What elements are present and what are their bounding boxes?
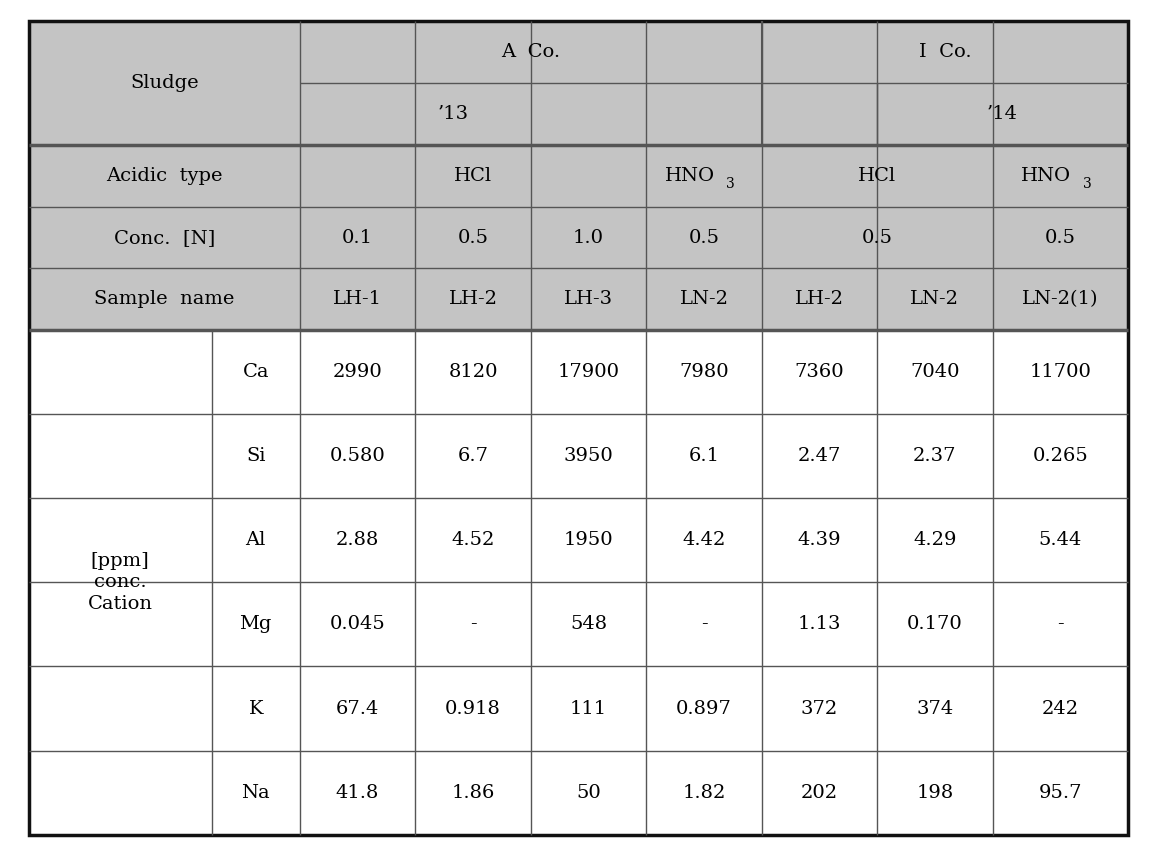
Text: 0.5: 0.5 xyxy=(688,229,720,247)
Text: 4.52: 4.52 xyxy=(451,532,495,550)
Text: -: - xyxy=(701,615,707,633)
Text: LN-2: LN-2 xyxy=(911,290,959,308)
Text: 67.4: 67.4 xyxy=(336,699,379,717)
Text: [ppm]: [ppm] xyxy=(91,552,149,570)
Text: 0.580: 0.580 xyxy=(330,448,385,466)
Text: 0.5: 0.5 xyxy=(1045,229,1076,247)
Text: 3950: 3950 xyxy=(563,448,613,466)
Text: LH-2: LH-2 xyxy=(795,290,843,308)
Text: I  Co.: I Co. xyxy=(919,44,971,62)
Text: 0.045: 0.045 xyxy=(330,615,385,633)
Text: 0.5: 0.5 xyxy=(457,229,488,247)
Text: 0.897: 0.897 xyxy=(676,699,732,717)
Text: A  Co.: A Co. xyxy=(501,44,560,62)
Text: 7040: 7040 xyxy=(911,363,959,381)
Text: LH-2: LH-2 xyxy=(449,290,498,308)
Text: 7360: 7360 xyxy=(795,363,845,381)
Text: Na: Na xyxy=(242,783,270,801)
Text: 374: 374 xyxy=(916,699,953,717)
Text: HCl: HCl xyxy=(454,167,492,185)
Text: 3: 3 xyxy=(1083,176,1091,191)
Text: LN-2: LN-2 xyxy=(679,290,729,308)
Text: LH-1: LH-1 xyxy=(333,290,382,308)
Text: HNO: HNO xyxy=(665,167,715,185)
Text: Cation: Cation xyxy=(88,595,153,613)
Bar xyxy=(29,269,1128,330)
Text: 198: 198 xyxy=(916,783,953,801)
Text: Si: Si xyxy=(246,448,265,466)
Bar xyxy=(29,751,1128,835)
Text: Acidic  type: Acidic type xyxy=(106,167,222,185)
Text: 1.13: 1.13 xyxy=(797,615,841,633)
Text: 242: 242 xyxy=(1041,699,1078,717)
Text: 2.47: 2.47 xyxy=(797,448,841,466)
Bar xyxy=(29,414,1128,498)
Text: 11700: 11700 xyxy=(1030,363,1091,381)
Text: Sample  name: Sample name xyxy=(94,290,235,308)
Text: 3: 3 xyxy=(727,176,735,191)
Text: 4.42: 4.42 xyxy=(683,532,725,550)
Text: -: - xyxy=(470,615,477,633)
Text: 1.82: 1.82 xyxy=(683,783,725,801)
Text: 548: 548 xyxy=(570,615,607,633)
Text: 2990: 2990 xyxy=(333,363,383,381)
Text: 372: 372 xyxy=(801,699,838,717)
Text: 0.5: 0.5 xyxy=(862,229,893,247)
Text: 0.1: 0.1 xyxy=(342,229,373,247)
Text: LN-2(1): LN-2(1) xyxy=(1022,290,1099,308)
Bar xyxy=(29,21,1128,83)
Text: 0.170: 0.170 xyxy=(907,615,963,633)
Bar xyxy=(29,83,1128,145)
Text: 50: 50 xyxy=(576,783,600,801)
Text: 95.7: 95.7 xyxy=(1039,783,1082,801)
Text: 6.7: 6.7 xyxy=(457,448,488,466)
Text: Conc.  [N]: Conc. [N] xyxy=(113,229,215,247)
Text: Al: Al xyxy=(245,532,266,550)
Text: 7980: 7980 xyxy=(679,363,729,381)
Text: ’13: ’13 xyxy=(437,105,469,123)
Text: -: - xyxy=(1057,615,1063,633)
Text: 41.8: 41.8 xyxy=(336,783,379,801)
Text: Ca: Ca xyxy=(243,363,268,381)
Text: 0.265: 0.265 xyxy=(1032,448,1089,466)
Text: LH-3: LH-3 xyxy=(563,290,613,308)
Text: 2.37: 2.37 xyxy=(913,448,957,466)
Bar xyxy=(29,330,1128,414)
Text: 4.39: 4.39 xyxy=(797,532,841,550)
Text: 2.88: 2.88 xyxy=(336,532,379,550)
Text: Sludge: Sludge xyxy=(130,74,199,92)
Bar xyxy=(29,498,1128,582)
Text: 17900: 17900 xyxy=(558,363,619,381)
Text: 202: 202 xyxy=(801,783,838,801)
Text: 8120: 8120 xyxy=(448,363,498,381)
Text: conc.: conc. xyxy=(94,574,147,591)
Bar xyxy=(29,206,1128,269)
Text: K: K xyxy=(249,699,263,717)
Text: 6.1: 6.1 xyxy=(688,448,720,466)
Bar xyxy=(29,145,1128,206)
Bar xyxy=(29,667,1128,751)
Text: 4.29: 4.29 xyxy=(913,532,957,550)
Text: 111: 111 xyxy=(570,699,607,717)
Text: Mg: Mg xyxy=(239,615,272,633)
Text: HCl: HCl xyxy=(858,167,897,185)
Text: 0.918: 0.918 xyxy=(445,699,501,717)
Text: 1.0: 1.0 xyxy=(573,229,604,247)
Bar xyxy=(29,582,1128,667)
Text: HNO: HNO xyxy=(1022,167,1071,185)
Text: 5.44: 5.44 xyxy=(1039,532,1082,550)
Text: 1950: 1950 xyxy=(563,532,613,550)
Text: ’14: ’14 xyxy=(987,105,1018,123)
Text: 1.86: 1.86 xyxy=(451,783,495,801)
